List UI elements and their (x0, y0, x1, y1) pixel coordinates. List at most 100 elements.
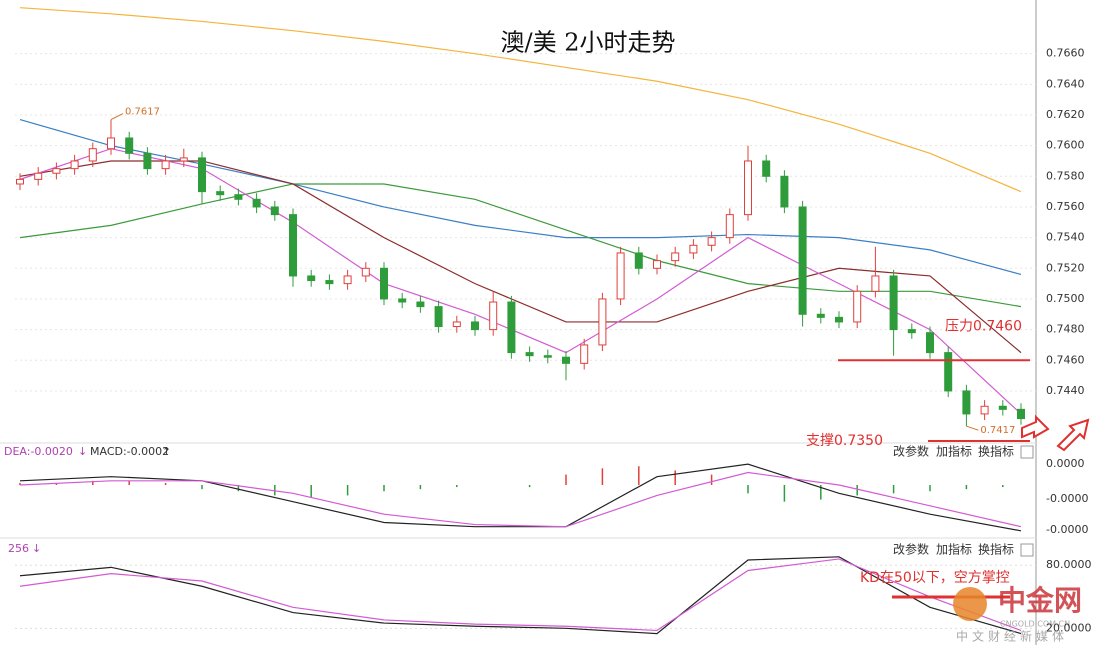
candle-body (416, 301, 425, 308)
line (19, 463, 1022, 532)
candle-body (16, 178, 24, 185)
candle-body (944, 352, 953, 392)
macd-axis-label: -0.0000 (1046, 492, 1088, 505)
annotation-arrow (110, 113, 124, 121)
candle-body (616, 252, 625, 300)
candle-body (234, 194, 243, 200)
candle-body (871, 275, 880, 292)
candle-body (216, 191, 225, 196)
candle-body (962, 390, 971, 415)
macd-axis-label: 0.0000 (1046, 457, 1085, 470)
macd-legend: MACD:-0.0002 (90, 445, 169, 458)
candle-body (34, 172, 43, 180)
candle-body (88, 148, 97, 162)
close-button[interactable] (1020, 445, 1034, 459)
candle-body (835, 316, 843, 323)
macd-axis-label: -0.0000 (1046, 523, 1088, 536)
candle-body (252, 198, 261, 208)
candle-body (343, 275, 352, 285)
candle-body (762, 160, 771, 177)
candle-body (598, 298, 607, 346)
candle-body (853, 290, 862, 323)
candle-body (653, 260, 661, 269)
extreme-label: 0.7617 (125, 107, 160, 118)
candle-body (525, 352, 534, 357)
watermark-logo (953, 587, 987, 621)
candle-body (926, 332, 934, 354)
y-tick-label: 0.7560 (1046, 200, 1085, 213)
kd-legend: 256 (8, 542, 29, 555)
toolbar-button[interactable]: 改参数 (893, 542, 929, 557)
annotation-arrow (966, 425, 979, 431)
toolbar: 改参数 加指标 换指标 改参数 加指标 换指标 (893, 444, 1034, 557)
watermark-name: 中金网 (998, 584, 1082, 617)
candle-body (434, 306, 443, 328)
y-tick-label: 0.7600 (1046, 139, 1085, 152)
y-tick-label: 0.7520 (1046, 261, 1085, 274)
candle-body (780, 175, 789, 208)
y-tick-label: 0.7500 (1046, 292, 1085, 305)
candle-body (489, 301, 498, 331)
candle-body (671, 252, 680, 262)
arrow-glyph: ↑ (162, 445, 171, 458)
y-tick-label: 0.7640 (1046, 77, 1085, 90)
candle-body (198, 157, 206, 193)
chart-title: 澳/美 2小时走势 (501, 29, 676, 57)
candle-body (270, 206, 279, 216)
candle-body (161, 160, 170, 170)
candle-body (507, 301, 516, 354)
y-tick-label: 0.7440 (1046, 384, 1085, 397)
arrow (1021, 414, 1050, 439)
candle-body (725, 214, 734, 239)
arrow-glyph: ↓ (32, 542, 41, 555)
candle-body (543, 355, 552, 358)
candle-body (143, 152, 152, 170)
candle-body (380, 267, 388, 300)
line (19, 471, 1022, 528)
candle-body (907, 329, 916, 334)
y-tick-label: 0.7620 (1046, 108, 1085, 121)
y-tick-label: 0.7460 (1046, 353, 1085, 366)
line (19, 558, 1022, 632)
watermark-site: CNGOLD.COM.CN (1000, 620, 1070, 629)
y-tick-label: 0.7540 (1046, 231, 1085, 244)
toolbar-button[interactable]: 改参数 (893, 444, 929, 459)
candle-body (707, 237, 716, 246)
y-tick-label: 0.7480 (1046, 323, 1085, 336)
candle-body (1017, 408, 1025, 420)
candle-body (562, 356, 570, 364)
candle-body (52, 168, 61, 174)
toolbar-button[interactable]: 加指标 (936, 542, 972, 557)
macd-legend: DEA:-0.0020 (4, 445, 73, 458)
candle-body (179, 157, 188, 162)
y-tick-label: 0.7580 (1046, 169, 1085, 182)
candle-body (798, 206, 807, 315)
toolbar-button[interactable]: 换指标 (978, 444, 1014, 459)
candle-body (70, 160, 79, 170)
y-tick-label: 20.0000 (1046, 621, 1092, 634)
toolbar-button[interactable]: 加指标 (936, 444, 972, 459)
y-tick-label: 0.7660 (1046, 47, 1085, 60)
candle-body (998, 405, 1007, 410)
toolbar-button[interactable]: 换指标 (978, 542, 1014, 557)
kd-annotation: KD在50以下，空方掌控 (860, 570, 1010, 586)
candle-body (107, 137, 115, 150)
candle-body (744, 160, 752, 216)
y-tick-label: 80.0000 (1046, 558, 1092, 571)
watermark: 中金网 CNGOLD.COM.CN 中文财经新媒体 (953, 584, 1082, 644)
candle-body (689, 244, 698, 254)
candle-body (125, 137, 134, 154)
candle-body (471, 321, 479, 331)
candle-body (325, 280, 334, 285)
candle-body (816, 313, 825, 318)
close-button[interactable] (1020, 543, 1034, 557)
candle-body (452, 321, 461, 328)
arrow (1056, 418, 1090, 452)
candle-body (980, 405, 989, 415)
line (19, 7, 1022, 193)
extreme-label: 0.7417 (980, 425, 1015, 436)
candle-body (889, 275, 898, 331)
candle-body (398, 298, 407, 303)
candle-body (580, 344, 589, 364)
